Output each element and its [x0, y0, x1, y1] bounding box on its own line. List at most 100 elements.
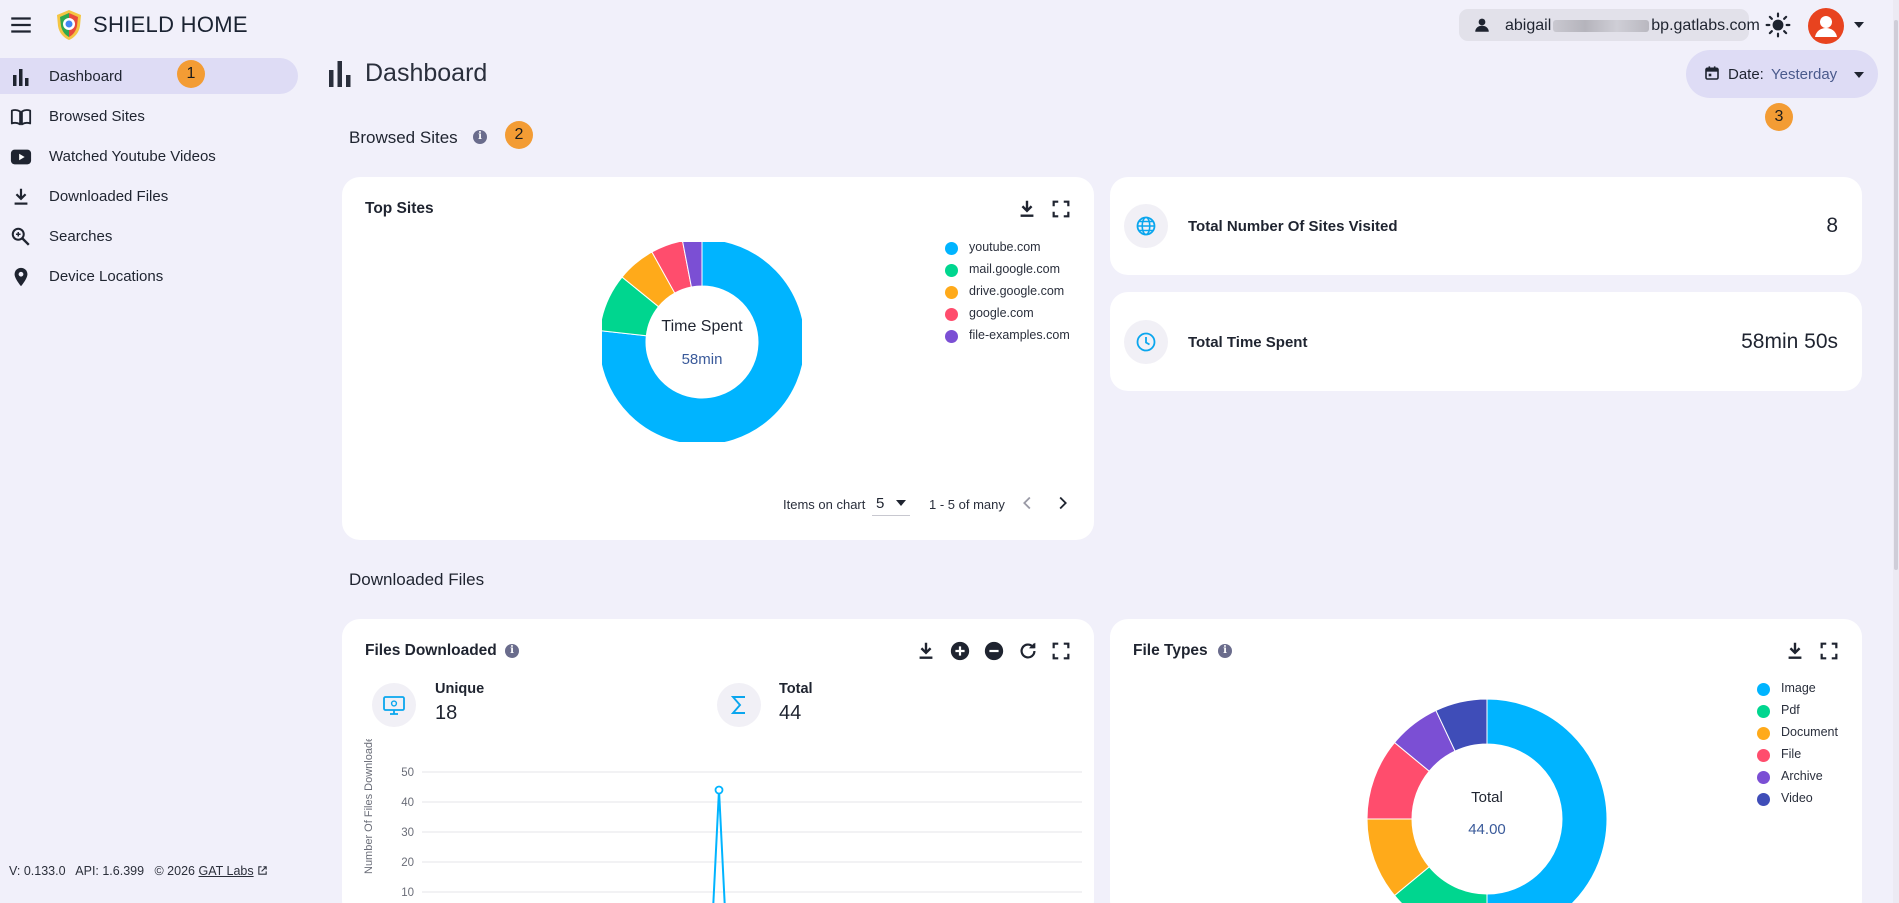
fullscreen-icon[interactable]	[1050, 198, 1072, 220]
donut-slice-image[interactable]	[1486, 698, 1608, 903]
file-types-donut-chart: Total 44.00	[1366, 698, 1608, 903]
legend-swatch	[1757, 771, 1770, 784]
sidebar-item-downloaded-files[interactable]: Downloaded Files	[0, 178, 298, 214]
unique-value: 18	[435, 702, 458, 724]
book-open-icon	[10, 106, 32, 128]
sidebar-item-label: Watched Youtube Videos	[49, 148, 216, 165]
items-on-chart-label: Items on chart	[783, 497, 866, 512]
sidebar-item-dashboard[interactable]: Dashboard	[0, 58, 298, 94]
card-title: File Types	[1133, 642, 1208, 659]
app-title: SHIELD HOME	[93, 12, 248, 37]
y-axis-label: Number Of Files Downloaded	[363, 739, 375, 874]
user-account-chip[interactable]: abigail bp.gatlabs.com	[1459, 9, 1760, 41]
refresh-icon[interactable]	[1017, 640, 1039, 662]
legend-label: file-examples.com	[969, 328, 1070, 342]
legend-label: google.com	[969, 306, 1034, 320]
date-filter-button[interactable]: Date: Yesterday	[1686, 50, 1878, 98]
sidebar-item-device-locations[interactable]: Device Locations	[0, 258, 298, 294]
date-filter-label: Date:	[1728, 66, 1764, 83]
y-tick-label: 40	[401, 797, 414, 809]
download-icon[interactable]	[1784, 640, 1806, 662]
chevron-down-icon[interactable]	[1852, 18, 1866, 32]
menu-icon[interactable]	[8, 12, 34, 38]
chevron-right-icon[interactable]	[1051, 492, 1073, 514]
donut-center-value: 58min	[682, 351, 723, 368]
sidebar-item-label: Searches	[49, 228, 113, 245]
stat-card-sites-visited: Total Number Of Sites Visited 8	[1110, 177, 1862, 275]
zoom-out-icon[interactable]	[983, 640, 1005, 662]
avatar[interactable]	[1808, 8, 1844, 44]
download-icon[interactable]	[915, 640, 937, 662]
globe-icon	[1124, 204, 1168, 248]
legend-swatch	[1757, 727, 1770, 740]
donut-center-value: 44.00	[1468, 821, 1506, 838]
info-icon[interactable]: i	[505, 644, 519, 658]
legend-swatch	[945, 242, 958, 255]
chevron-down-icon	[1853, 71, 1865, 79]
info-icon[interactable]: i	[473, 130, 487, 144]
bar-chart-icon	[328, 60, 352, 88]
legend-label: Archive	[1781, 769, 1823, 783]
stat-value: 8	[1826, 214, 1838, 237]
youtube-icon	[10, 146, 32, 168]
donut-slice-video[interactable]	[1435, 698, 1488, 752]
legend-swatch	[945, 308, 958, 321]
pagination-range: 1 - 5 of many	[929, 497, 1005, 512]
download-icon[interactable]	[1016, 198, 1038, 220]
location-pin-icon	[10, 266, 32, 288]
sidebar-item-label: Downloaded Files	[49, 188, 169, 205]
calendar-icon	[1704, 65, 1720, 81]
donut-slice-file-examples-com[interactable]	[682, 242, 703, 288]
y-tick-label: 20	[401, 857, 414, 869]
y-tick-label: 50	[401, 767, 414, 779]
stat-label: Total Number Of Sites Visited	[1188, 218, 1398, 235]
sidebar-item-label: Device Locations	[49, 268, 164, 285]
sigma-icon	[717, 683, 761, 727]
api-version-text: API: 1.6.399	[75, 864, 145, 878]
sun-icon[interactable]	[1765, 12, 1791, 38]
zoom-in-icon[interactable]	[949, 640, 971, 662]
files-downloaded-card: Files Downloaded i Unique 18 Total 44 10…	[342, 619, 1094, 903]
legend-label: Document	[1781, 725, 1838, 739]
search-icon	[10, 226, 32, 248]
section-title-browsed-sites: Browsed Sites	[349, 128, 458, 147]
sidebar-item-searches[interactable]: Searches	[0, 218, 298, 254]
monitor-icon	[372, 683, 416, 727]
legend-swatch	[1757, 683, 1770, 696]
external-link-icon	[258, 866, 267, 875]
total-value: 44	[779, 702, 802, 724]
user-email: abigail bp.gatlabs.com	[1505, 17, 1760, 35]
step-badge-2: 2	[505, 121, 533, 149]
legend-swatch	[945, 330, 958, 343]
donut-slice-youtube-com[interactable]	[602, 242, 802, 442]
sidebar-item-youtube[interactable]: Watched Youtube Videos	[0, 138, 298, 174]
data-point[interactable]	[714, 785, 724, 795]
legend-swatch	[945, 264, 958, 277]
unique-label: Unique	[435, 681, 485, 697]
clock-icon	[1124, 320, 1168, 364]
sidebar-item-browsed-sites[interactable]: Browsed Sites	[0, 98, 298, 134]
card-title: Files Downloaded	[365, 642, 497, 659]
copyright-text: © 2026	[154, 864, 196, 878]
y-tick-label: 10	[401, 887, 414, 899]
fullscreen-icon[interactable]	[1818, 640, 1840, 662]
items-on-chart-value: 5	[876, 495, 885, 512]
redacted-text	[1553, 19, 1650, 32]
legend-label: youtube.com	[969, 240, 1041, 254]
shield-logo-icon	[53, 8, 85, 42]
version-footer: V: 0.133.0 API: 1.6.399 © 2026 GAT Labs	[9, 864, 268, 878]
info-icon[interactable]: i	[1218, 644, 1232, 658]
legend-label: File	[1781, 747, 1802, 761]
fullscreen-icon[interactable]	[1050, 640, 1072, 662]
chevron-down-icon	[896, 500, 906, 506]
gat-labs-link[interactable]: GAT Labs	[198, 864, 254, 878]
user-email-prefix: abigail	[1505, 17, 1552, 34]
bar-chart-icon	[10, 66, 32, 88]
items-on-chart-select[interactable]: 5	[872, 490, 910, 516]
scrollbar-thumb[interactable]	[1894, 20, 1898, 570]
sidebar-item-label: Browsed Sites	[49, 108, 145, 125]
y-tick-label: 30	[401, 827, 414, 839]
legend-label: Video	[1781, 791, 1813, 805]
version-text: V: 0.133.0	[9, 864, 66, 878]
chevron-left-icon[interactable]	[1017, 492, 1039, 514]
